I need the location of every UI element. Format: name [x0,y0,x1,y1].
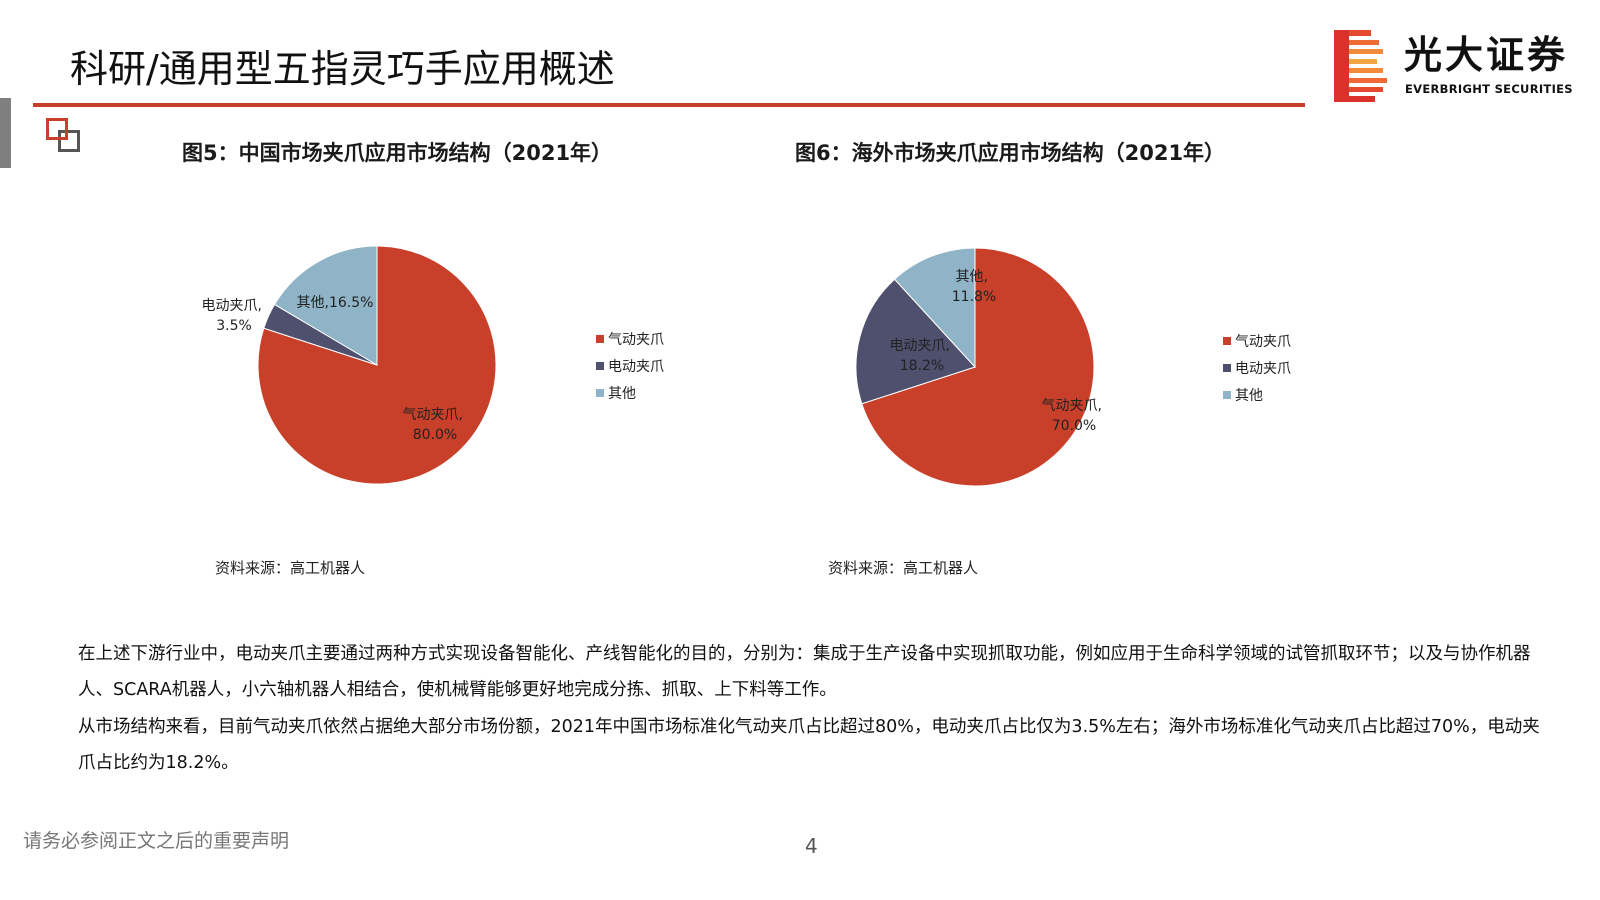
legend-swatch-pneumatic [1223,337,1231,345]
legend-swatch-other [596,389,604,397]
data-label-electric: 电动夹爪, 3.5% [202,298,267,334]
source-note-figure-5: 资料来源：高工机器人 [215,559,366,577]
page-title: 科研/通用型五指灵巧手应用概述 [70,47,615,91]
legend-swatch-electric [596,362,604,370]
legend-label-other: 其他 [608,386,636,402]
legend-swatch-other [1223,391,1231,399]
body-paragraph-1: 在上述下游行业中，电动夹爪主要通过两种方式实现设备智能化、产线智能化的目的，分别… [78,644,1531,700]
legend-china: 气动夹爪 电动夹爪 其他 [596,332,664,402]
pie-chart-china: 气动夹爪, 80.0% 电动夹爪, 3.5% 其他,16.5% 气动夹爪 电动夹… [202,245,664,485]
body-paragraph-2: 从市场结构来看，目前气动夹爪依然占据绝大部分市场份额，2021年中国市场标准化气… [78,717,1540,773]
legend-label-pneumatic: 气动夹爪 [1235,334,1291,350]
legend-swatch-pneumatic [596,335,604,343]
data-label-pneumatic: 气动夹爪, 70.0% [1042,398,1107,434]
legend-label-pneumatic: 气动夹爪 [608,332,664,348]
data-label-other: 其他, 11.8% [952,269,996,305]
legend-label-other: 其他 [1235,388,1263,404]
legend-label-electric: 电动夹爪 [1235,361,1291,377]
everbright-logo-icon [1334,30,1387,102]
pie-slice-other [273,245,378,366]
page-number: 4 [805,834,818,858]
source-note-figure-6: 资料来源：高工机器人 [828,559,979,577]
pie-slice-pneumatic [861,247,1095,487]
data-label-electric: 电动夹爪, 18.2% [890,338,955,374]
legend-swatch-electric [1223,364,1231,372]
data-label-pneumatic: 气动夹爪, 80.0% [403,407,468,443]
figure-5-title: 图5：中国市场夹爪应用市场结构（2021年） [182,141,613,165]
title-rule [33,103,1305,107]
pie-slice-other [893,247,976,369]
overlap-squares-icon [46,118,86,158]
logo-text-en: EVERBRIGHT SECURITIES [1405,82,1573,96]
left-accent-bar [0,98,11,168]
figure-6-title: 图6：海外市场夹爪应用市场结构（2021年） [795,141,1226,165]
legend-overseas: 气动夹爪 电动夹爪 其他 [1223,334,1291,404]
pie-chart-overseas: 气动夹爪, 70.0% 电动夹爪, 18.2% 其他, 11.8% 气动夹爪 电… [855,247,1291,487]
footer-disclaimer: 请务必参阅正文之后的重要声明 [23,830,290,852]
pie-slice-pneumatic [257,245,497,485]
legend-label-electric: 电动夹爪 [608,359,664,375]
logo-text-cn: 光大证券 [1404,33,1569,77]
data-label-other: 其他,16.5% [297,295,374,311]
pie-slice-electric [855,278,976,405]
